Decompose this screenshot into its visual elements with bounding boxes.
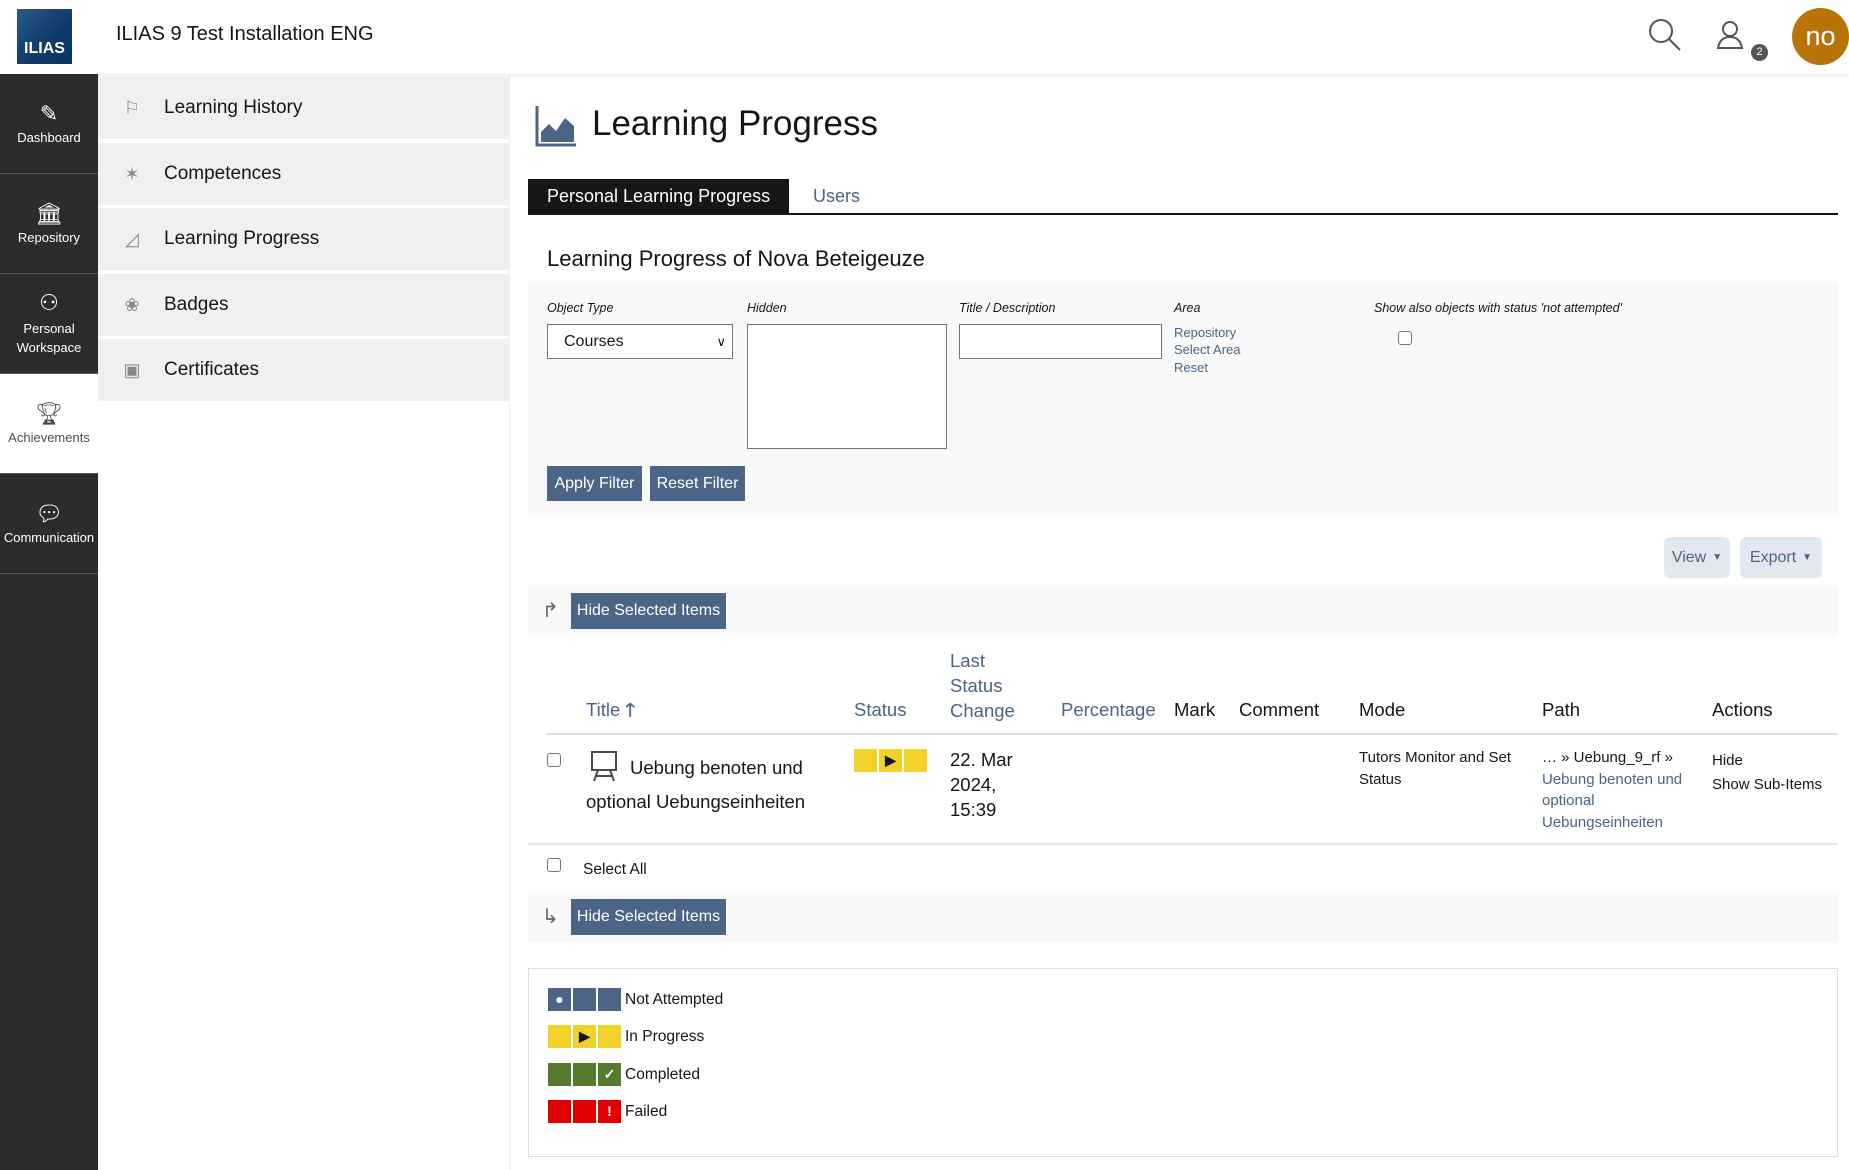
reset-filter-button[interactable]: Reset Filter [650, 466, 745, 501]
top-bar: ILIAS ILIAS 9 Test Installation ENG 2 no [0, 0, 1849, 74]
export-dropdown-button[interactable]: Export ▼ [1740, 537, 1822, 578]
certificate-icon: ▣ [123, 359, 141, 380]
column-header-actions: Actions [1712, 699, 1773, 720]
row-divider [528, 843, 1838, 845]
area-label: Area [1174, 301, 1201, 315]
chevron-down-icon: ∨ [716, 333, 726, 349]
select-area-link[interactable]: Select Area [1174, 342, 1241, 357]
main-bar: ✎ Dashboard 🏛 Repository ⚇ Personal Workspa… [0, 74, 98, 1170]
reset-area-link[interactable]: Reset [1174, 360, 1208, 375]
dashboard-lamp-icon: ✎ [39, 101, 59, 126]
repository-building-icon: 🏛 [35, 201, 63, 226]
show-sub-items-link[interactable]: Show Sub-Items [1712, 776, 1823, 793]
avatar[interactable]: no [1792, 8, 1849, 65]
legend-in-progress: ▶ In Progress [548, 1025, 704, 1048]
learning-progress-chart-icon [534, 104, 578, 153]
hide-selected-items-button-top[interactable]: Hide Selected Items [571, 593, 726, 629]
notifications-icon[interactable] [1716, 18, 1750, 57]
hide-action-link[interactable]: Hide [1712, 752, 1743, 769]
tab-personal-learning-progress[interactable]: Personal Learning Progress [528, 179, 790, 213]
row-mode: Tutors Monitor and Set Status [1359, 749, 1512, 788]
title-description-label: Title / Description [959, 301, 1056, 315]
flag-icon: ⚐ [123, 97, 141, 118]
status-in-progress-icon: ▶ [854, 749, 929, 772]
mainbar-item-dashboard[interactable]: ✎ Dashboard [0, 74, 98, 174]
circle-icon: ● [548, 988, 571, 1011]
slate-item-competences[interactable]: ✶ Competences [98, 143, 510, 205]
bottom-multi-command-bar: ↳ Hide Selected Items [528, 893, 1838, 942]
legend-failed: ! Failed [548, 1100, 667, 1123]
column-header-last-status-change[interactable]: Last Status Change [950, 650, 1015, 721]
not-attempted-label: Show also objects with status 'not attem… [1374, 301, 1622, 315]
column-header-percentage[interactable]: Percentage [1061, 699, 1156, 720]
mainbar-item-personal-workspace[interactable]: ⚇ Personal Workspace [0, 274, 98, 374]
top-multi-command-bar: ↱ Hide Selected Items [528, 587, 1838, 636]
legend-not-attempted: ● Not Attempted [548, 988, 723, 1011]
title-description-input[interactable] [959, 324, 1162, 359]
area-chart-icon: ◿ [125, 228, 139, 249]
column-header-mode: Mode [1359, 699, 1406, 720]
select-all-label[interactable]: Select All [583, 861, 647, 878]
arrow-up-right-icon: ↱ [542, 600, 559, 622]
hide-selected-items-button-bottom[interactable]: Hide Selected Items [571, 899, 726, 935]
caret-down-icon: ▼ [1802, 552, 1813, 563]
achievements-slate: ⚐ Learning History ✶ Competences ◿ Learning… [98, 74, 510, 1170]
select-all-checkbox[interactable] [547, 858, 561, 872]
checkmark-icon: ✓ [598, 1063, 621, 1086]
hidden-multiselect[interactable] [747, 324, 947, 449]
column-header-status[interactable]: Status [854, 699, 907, 720]
tabs: Personal Learning Progress Users [528, 179, 1838, 215]
play-icon: ▶ [879, 749, 902, 772]
sort-ascending-arrow-icon: 🡑 [625, 699, 636, 720]
show-not-attempted-checkbox[interactable] [1398, 331, 1412, 345]
ilias-logo[interactable]: ILIAS [17, 9, 72, 64]
apply-filter-button[interactable]: Apply Filter [547, 466, 642, 501]
slate-item-badges[interactable]: ❀ Badges [98, 274, 510, 336]
object-type-select[interactable]: Courses ∨ [547, 324, 733, 359]
slate-item-certificates[interactable]: ▣ Certificates [98, 339, 510, 401]
row-title: Uebung benoten und optional Uebungseinhe… [586, 757, 806, 812]
notification-badge: 2 [1751, 44, 1768, 61]
play-icon: ▶ [573, 1025, 596, 1048]
slate-item-learning-progress[interactable]: ◿ Learning Progress [98, 208, 510, 270]
area-value: Repository [1174, 325, 1237, 340]
mainbar-item-communication[interactable]: 💬︎ Communication [0, 474, 98, 574]
row-last-status-change: 22. Mar 2024, 15:39 [950, 749, 1013, 820]
filter-panel: Object Type Courses ∨ Hidden Title / Desc… [528, 283, 1838, 515]
status-legend [528, 968, 1838, 1157]
row-select-checkbox[interactable] [547, 753, 561, 767]
badge-ribbon-icon: ❀ [124, 294, 140, 315]
row-path: … » Uebung_9_rf » Uebung benoten und opti… [1542, 749, 1683, 831]
search-icon[interactable] [1648, 18, 1682, 57]
column-header-comment: Comment [1239, 699, 1320, 720]
view-dropdown-button[interactable]: View ▼ [1664, 537, 1730, 578]
chat-bubbles-icon: 💬︎ [35, 501, 63, 526]
person-icon: ⚇ [39, 289, 59, 315]
mainbar-item-achievements[interactable]: 🏆︎ Achievements [0, 374, 98, 474]
magic-wand-icon: ✶ [124, 163, 140, 184]
object-type-label: Object Type [547, 301, 614, 315]
exercise-easel-icon [590, 750, 618, 787]
header-divider [546, 733, 1838, 735]
site-title: ILIAS 9 Test Installation ENG [116, 23, 374, 45]
column-header-mark: Mark [1174, 699, 1216, 720]
column-header-path: Path [1542, 699, 1581, 720]
slate-item-learning-history[interactable]: ⚐ Learning History [98, 77, 510, 139]
path-link[interactable]: Uebung benoten und optional Uebungseinhe… [1542, 770, 1683, 831]
column-header-title[interactable]: Title 🡑 [586, 699, 636, 720]
exclamation-icon: ! [598, 1100, 621, 1123]
tab-users[interactable]: Users [813, 185, 861, 206]
page-title: Learning Progress [592, 104, 878, 143]
trophy-icon: 🏆︎ [35, 401, 63, 426]
hidden-label: Hidden [747, 301, 787, 315]
arrow-down-right-icon: ↳ [542, 906, 559, 928]
section-heading: Learning Progress of Nova Beteigeuze [547, 246, 925, 271]
caret-down-icon: ▼ [1712, 552, 1723, 563]
mainbar-item-repository[interactable]: 🏛 Repository [0, 174, 98, 274]
legend-completed: ✓ Completed [548, 1063, 700, 1086]
